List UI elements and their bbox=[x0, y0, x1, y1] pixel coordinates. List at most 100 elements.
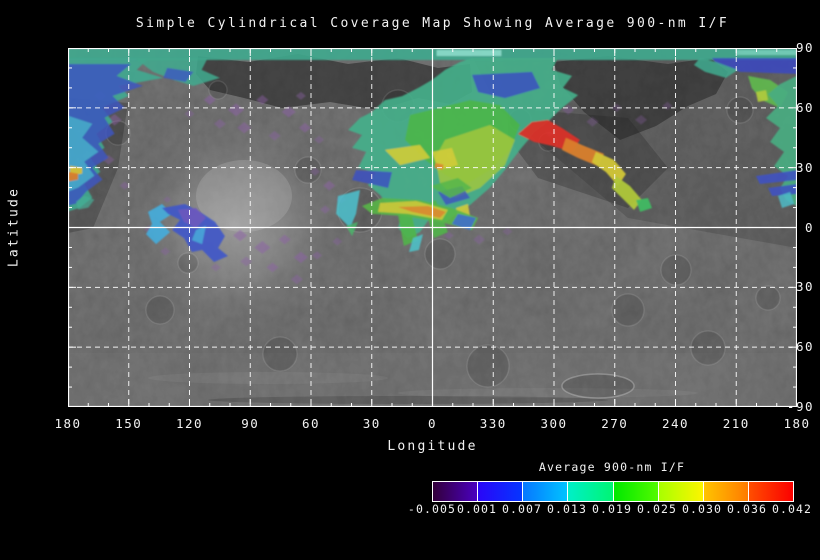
mottle bbox=[240, 256, 253, 267]
colorbar-tick-label-0.019: 0.019 bbox=[591, 502, 633, 516]
coverage-region-arc-yellowgreen bbox=[611, 176, 642, 210]
mottle bbox=[314, 135, 325, 144]
y-tick-label--30: -30 bbox=[786, 279, 814, 295]
x-tick-label-8: 300 bbox=[540, 416, 568, 431]
mottle bbox=[298, 122, 311, 133]
x-tick-label-2: 120 bbox=[175, 416, 204, 431]
coverage-region-streak-upper-green-piece bbox=[430, 178, 472, 198]
mottle bbox=[635, 114, 648, 125]
mottle bbox=[320, 205, 331, 214]
coverage-region-arc-green-tip bbox=[636, 198, 652, 212]
plot-border bbox=[68, 48, 797, 407]
x-tick-label-12: 180 bbox=[783, 416, 811, 431]
coverage-region-polar-band-bright-streak-2 bbox=[736, 50, 797, 55]
mottle bbox=[502, 227, 513, 236]
graticule-layer bbox=[68, 48, 797, 407]
colorbar-segment-4 bbox=[613, 482, 658, 501]
colorbar-tick-label-0.007: 0.007 bbox=[501, 502, 543, 516]
y-tick-label-60: 60 bbox=[795, 99, 814, 115]
coverage-region-equatorial-streak-blue-tip bbox=[451, 213, 476, 231]
mottle bbox=[213, 118, 226, 129]
colorbar-segment-2 bbox=[523, 482, 568, 501]
mottle bbox=[210, 263, 221, 272]
colorbar-segment-3 bbox=[568, 482, 613, 501]
coverage-region-west-equatorial-cyan-patch bbox=[146, 204, 173, 245]
mottle bbox=[254, 240, 271, 254]
mottle bbox=[163, 196, 172, 203]
mottle bbox=[227, 103, 245, 117]
x-tick-label-9: 270 bbox=[601, 416, 629, 431]
coverage-region-northeast-blue-streak bbox=[711, 58, 797, 74]
mottle bbox=[266, 262, 279, 273]
coverage-region-northeast-teal-tongue bbox=[693, 58, 738, 78]
y-tick-label-90: 90 bbox=[795, 40, 814, 55]
mottle bbox=[310, 167, 321, 176]
x-tick-label-3: 90 bbox=[241, 416, 260, 431]
colorbar-tick-label-0.042: 0.042 bbox=[771, 502, 813, 516]
coverage-region-blob-tail-cyan-tip bbox=[409, 234, 423, 252]
mottle bbox=[102, 154, 115, 165]
x-tick-label-6: 0 bbox=[427, 416, 438, 431]
x-axis-title: Longitude bbox=[387, 439, 478, 454]
mottle bbox=[268, 130, 281, 141]
y-tick-label-0: 0 bbox=[804, 219, 814, 235]
x-tick-label-11: 210 bbox=[722, 416, 750, 431]
colorbar-tick-label-0.001: 0.001 bbox=[456, 502, 498, 516]
coverage-region-east-edge-cyan-bit bbox=[778, 192, 795, 208]
mottle bbox=[332, 237, 343, 246]
coverage-region-equatorial-cyan-strip bbox=[336, 190, 360, 228]
mottle bbox=[256, 95, 269, 105]
coverage-region-west-edge-orange-fleck bbox=[68, 171, 79, 182]
coverage-region-west-equatorial-cyan-spike bbox=[191, 225, 206, 245]
colorbar-segment-5 bbox=[658, 482, 703, 501]
mottle bbox=[473, 234, 486, 245]
mottle bbox=[237, 122, 252, 134]
mottle bbox=[295, 91, 306, 100]
mottle bbox=[290, 274, 303, 285]
mottle bbox=[293, 251, 308, 264]
colorbar-title: Average 900-nm I/F bbox=[538, 460, 686, 474]
x-tick-label-7: 330 bbox=[479, 416, 507, 431]
x-tick-label-0: 180 bbox=[54, 416, 82, 431]
y-tick-label-30: 30 bbox=[795, 159, 814, 175]
coverage-region-central-blob-blue-shard-top bbox=[472, 71, 540, 99]
mottle bbox=[233, 229, 248, 242]
coverage-region-equatorial-cyan-strip-green-tip bbox=[346, 221, 358, 237]
coverage-region-west-edge-teal-bits bbox=[76, 195, 95, 210]
coverage-region-east-edge-blue-streak-1 bbox=[755, 170, 797, 184]
plot-area bbox=[68, 48, 797, 407]
colorbar-segment-0 bbox=[433, 482, 478, 501]
y-tick-label--90: -90 bbox=[786, 399, 814, 414]
coverage-region-equatorial-streak-orange bbox=[398, 206, 446, 218]
colorbar-tick-label-0.036: 0.036 bbox=[726, 502, 768, 516]
colorbar-segment-6 bbox=[703, 482, 748, 501]
colorbar-tick-label-0.025: 0.025 bbox=[636, 502, 678, 516]
mottle bbox=[278, 234, 291, 245]
coverage-region-central-blob-blue-shard-left bbox=[352, 170, 392, 188]
colorbar-tick-label-0.030: 0.030 bbox=[681, 502, 723, 516]
coverage-region-northeast-yellowgreen-dot bbox=[755, 90, 768, 102]
x-tick-label-5: 30 bbox=[362, 416, 381, 431]
colorbar-segment-1 bbox=[478, 482, 523, 501]
y-tick-label--60: -60 bbox=[786, 339, 814, 355]
plot-title: Simple Cylindrical Coverage Map Showing … bbox=[135, 16, 730, 31]
mottle bbox=[443, 231, 454, 240]
x-tick-label-4: 60 bbox=[301, 416, 321, 431]
colorbar-tick-label--0.005: -0.005 bbox=[407, 502, 457, 516]
mottle bbox=[662, 101, 673, 110]
bright-mound bbox=[196, 160, 292, 232]
mottle bbox=[281, 106, 296, 118]
mottle bbox=[323, 180, 336, 191]
y-axis-title: Latitude bbox=[6, 186, 22, 268]
coverage-region-polar-band-bright-streak bbox=[436, 50, 502, 56]
colorbar bbox=[432, 481, 794, 502]
mottle bbox=[119, 181, 130, 190]
bright-basin bbox=[111, 108, 361, 344]
coverage-region-west-equatorial-violet-patch bbox=[178, 208, 206, 228]
x-tick-label-10: 240 bbox=[661, 416, 690, 431]
mottle bbox=[203, 95, 216, 105]
coverage-region-central-blob-yellow-spot bbox=[384, 144, 431, 166]
x-tick-label-1: 150 bbox=[115, 416, 143, 431]
coverage-region-north-tongue-blue-bit bbox=[163, 67, 194, 82]
